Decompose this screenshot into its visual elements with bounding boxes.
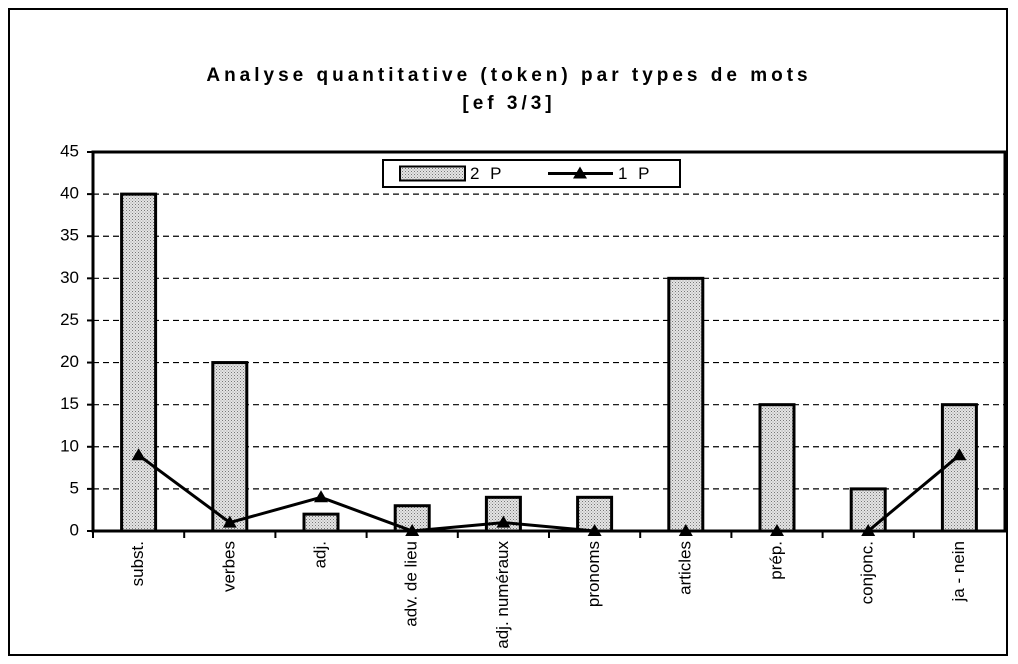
y-tick-label: 45 (60, 141, 79, 160)
y-tick-label: 20 (60, 352, 79, 371)
y-tick-label: 35 (60, 226, 79, 245)
x-tick-label: adj. (310, 541, 329, 568)
x-tick-label: conjonc. (858, 541, 877, 604)
bar (302, 512, 340, 533)
x-tick-label: subst. (128, 541, 147, 586)
line-marker (952, 448, 967, 461)
chart-subtitle: [ef 3/3] (462, 93, 555, 114)
legend-marker (573, 166, 587, 179)
bar (849, 487, 887, 533)
y-tick-label: 15 (60, 394, 79, 413)
line-marker (496, 515, 511, 528)
chart-title: Analyse quantitative (token) par types d… (206, 65, 811, 86)
x-tick-label: articles (675, 541, 694, 595)
x-tick-label: adj. numéraux (493, 541, 512, 649)
x-tick-label: adv. de lieu (402, 541, 421, 627)
y-tick-label: 10 (60, 436, 79, 455)
x-tick-label: verbes (219, 541, 238, 592)
legend-label: 2 P (470, 164, 505, 183)
chart-border (8, 8, 1008, 656)
bar (758, 403, 796, 533)
legend-swatch (399, 165, 466, 182)
line-marker (222, 515, 237, 528)
x-tick-label: pronoms (584, 541, 603, 607)
y-tick-label: 0 (70, 520, 79, 539)
x-tick-label: ja - nein (949, 541, 968, 602)
legend-label: 1 P (618, 164, 653, 183)
bar (211, 361, 249, 533)
line-marker (131, 448, 146, 461)
x-tick-label: prép. (766, 541, 785, 580)
bar (667, 276, 705, 533)
y-tick-label: 25 (60, 310, 79, 329)
line-marker (314, 490, 328, 503)
bar (940, 403, 978, 533)
y-tick-label: 30 (60, 268, 79, 287)
y-tick-label: 5 (70, 478, 79, 497)
bar (120, 192, 158, 533)
y-tick-label: 40 (60, 184, 79, 203)
